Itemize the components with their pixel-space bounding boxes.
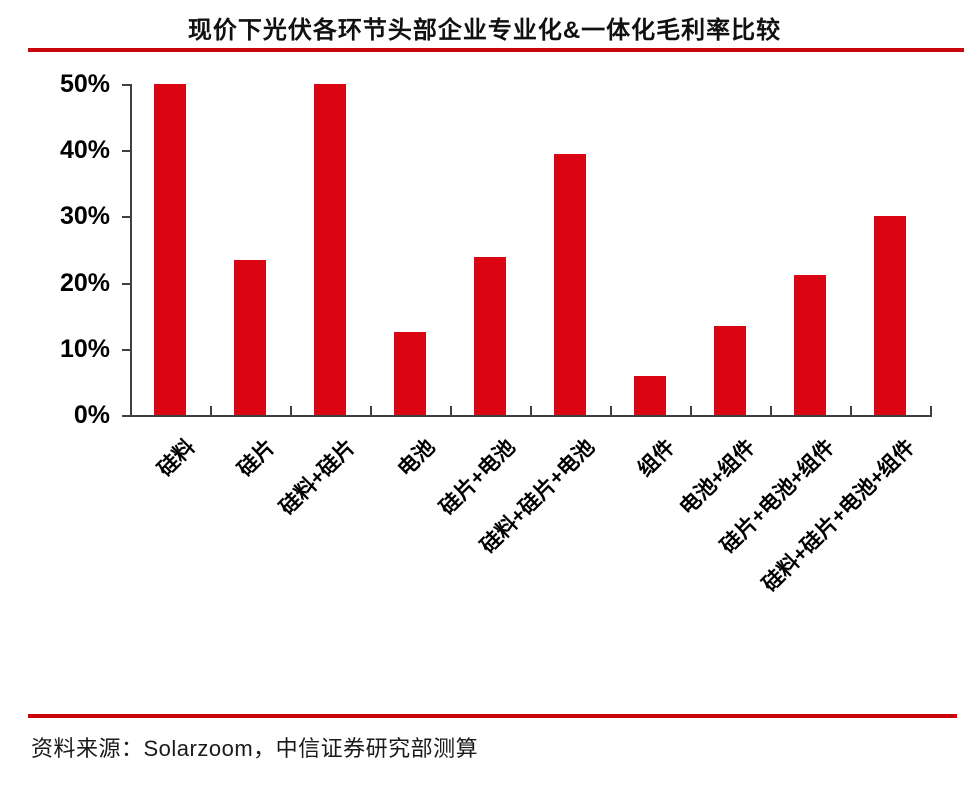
x-axis-tick [290, 406, 292, 415]
footer-rule [28, 714, 957, 718]
x-axis-category-label: 电池+组件 [675, 435, 760, 520]
chart-title: 现价下光伏各环节头部企业专业化&一体化毛利率比较 [187, 17, 782, 44]
bar-电池+组件 [714, 326, 746, 415]
bar-硅料+硅片+电池+组件 [874, 216, 906, 415]
bar-硅料+硅片+电池 [554, 154, 586, 415]
y-axis-tick-label: 20% [59, 268, 110, 297]
x-axis-line [130, 415, 932, 417]
x-axis-category-label: 硅料+硅片+电池+组件 [758, 435, 920, 597]
y-axis-tick [122, 150, 130, 153]
x-axis-tick [690, 406, 692, 415]
x-axis-tick [210, 406, 212, 415]
x-axis-category-label: 硅料+硅片 [275, 435, 360, 520]
title-underline-rule [28, 48, 964, 52]
y-axis-tick [122, 348, 130, 351]
bar-硅片 [234, 260, 266, 415]
bar-硅料+硅片 [314, 84, 346, 415]
y-axis-tick-label: 30% [59, 202, 110, 231]
y-axis-tick-label: 0% [73, 401, 110, 429]
y-axis-tick [122, 84, 130, 86]
x-axis-tick [770, 406, 772, 415]
source-note: 资料来源：Solarzoom，中信证券研究部测算 [31, 736, 479, 761]
y-axis-tick [122, 415, 130, 417]
x-axis-tick [610, 406, 612, 415]
y-axis-tick [122, 282, 130, 285]
x-axis-tick [530, 406, 532, 415]
x-axis-category-label: 硅片+电池 [435, 435, 520, 520]
x-axis-tick [370, 406, 372, 415]
x-axis-tick [930, 406, 932, 415]
x-axis-tick [850, 406, 852, 415]
y-axis-tick-label: 10% [59, 334, 110, 363]
x-axis-category-label: 组件 [633, 435, 680, 482]
x-axis-category-label: 硅料 [153, 435, 200, 482]
bar-硅料 [154, 84, 186, 415]
bar-硅片+电池+组件 [794, 275, 826, 415]
bar-电池 [394, 332, 426, 415]
y-axis-line [130, 84, 132, 417]
y-axis-tick-label: 50% [59, 70, 110, 98]
y-axis-tick-label: 40% [59, 136, 110, 165]
y-axis-tick [122, 216, 130, 219]
x-axis-category-label: 硅片 [233, 435, 280, 482]
bar-硅片+电池 [474, 257, 506, 415]
x-axis-category-label: 电池 [393, 435, 440, 482]
x-axis-tick [450, 406, 452, 415]
bar-组件 [634, 375, 666, 415]
